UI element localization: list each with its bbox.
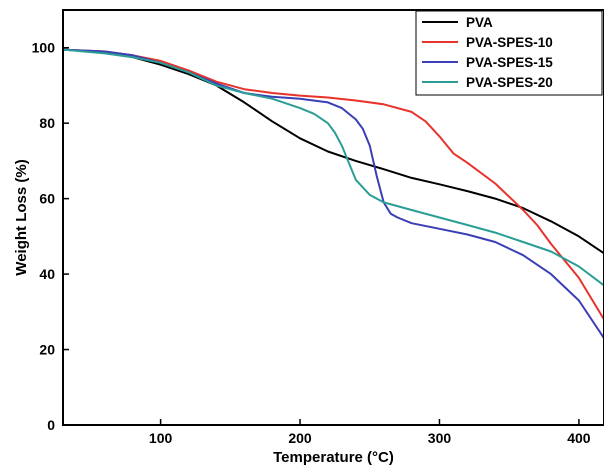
legend-label: PVA <box>466 15 493 30</box>
legend-label: PVA-SPES-10 <box>466 35 553 50</box>
legend-label: PVA-SPES-20 <box>466 75 553 90</box>
x-tick-label: 200 <box>288 430 312 446</box>
y-axis-title: Weight Loss (%) <box>13 159 30 275</box>
y-tick-label: 100 <box>32 40 56 56</box>
series-line-2 <box>63 48 604 321</box>
x-axis-title: Temperature (°C) <box>273 449 394 466</box>
plot-frame <box>62 9 604 426</box>
legend: PVA PVA-SPES-10 PVA-SPES-15 PVA-SPES-20 <box>415 10 603 96</box>
x-tick-label: 400 <box>567 430 591 446</box>
series-line-4 <box>63 48 604 287</box>
y-tick-label: 60 <box>39 191 55 207</box>
x-tick-label: 300 <box>428 430 452 446</box>
x-tick-label: 100 <box>149 430 173 446</box>
legend-label: PVA-SPES-15 <box>466 55 553 70</box>
ticks-layer: 100 200 300 400 0 20 40 60 80 100 <box>32 40 591 446</box>
y-tick-label: 20 <box>39 342 55 358</box>
series-layer <box>63 48 604 340</box>
y-tick-label: 80 <box>39 115 55 131</box>
y-tick-label: 0 <box>47 417 55 433</box>
y-tick-label: 40 <box>39 266 55 282</box>
